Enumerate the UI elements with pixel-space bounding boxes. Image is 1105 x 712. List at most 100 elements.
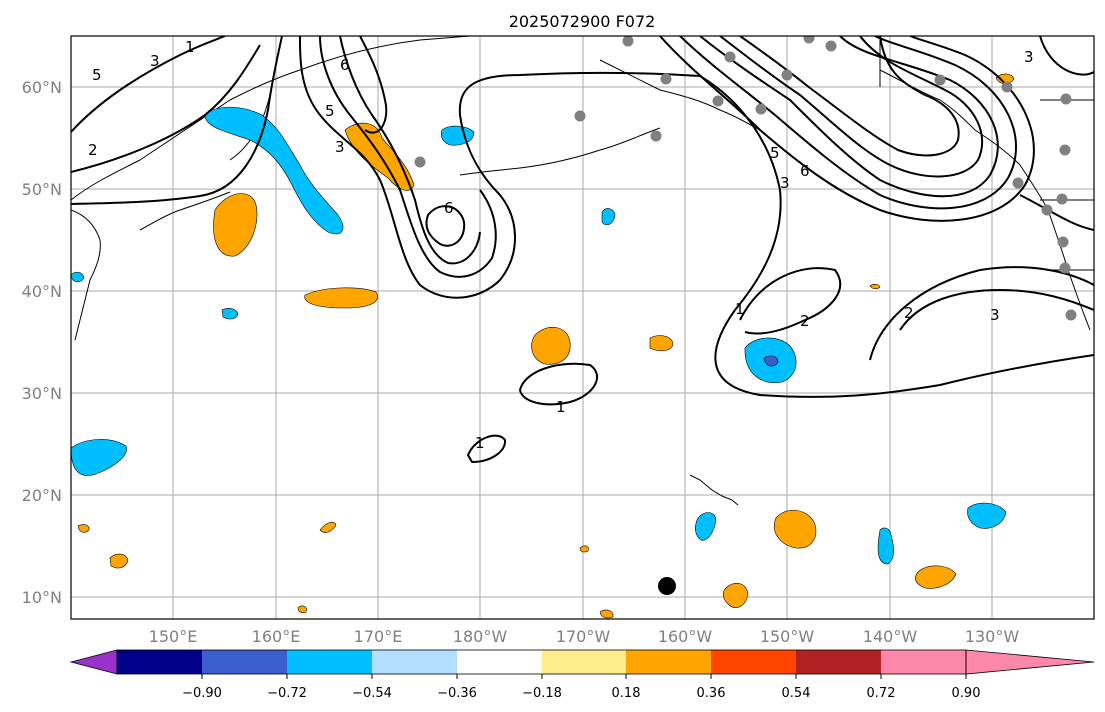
lon-label: 160°W [658,627,713,646]
contour-label: 3 [990,306,1000,324]
anomaly-pos-8 [722,582,749,608]
coast-kuril [139,191,231,231]
station-marker [934,74,946,86]
contours [71,36,1094,464]
colorbar-segment [287,650,372,674]
lat-label: 40°N [22,282,62,301]
positive-anomalies [77,73,1015,619]
contour-line-20 [466,434,506,464]
colorbar-segment [711,650,796,674]
lon-label: 180°W [453,627,508,646]
colorbar-tick-labels: −0.90 −0.72 −0.54 −0.36 −0.18 0.18 0.36 … [182,686,980,701]
contour-label: 1 [556,398,566,416]
latitude-labels: 60°N 50°N 40°N 30°N 20°N 10°N [22,78,62,607]
contour-label: 5 [92,66,102,84]
station-marker [1041,204,1053,216]
contour-line-15 [739,267,842,335]
station-marker [650,130,662,142]
lat-label: 50°N [22,180,62,199]
anomaly-pos-4 [531,326,571,365]
anomaly-neg-9 [221,308,239,320]
station-marker [724,51,736,63]
contour-line-17 [899,288,1094,331]
coast-hawaii [689,474,739,506]
anomaly-pos-12 [297,605,307,614]
station-marker [414,156,426,168]
contour-line-18 [1039,36,1094,76]
map-panel: 5 3 1 2 6 5 3 6 5 3 6 1 2 2 3 1 1 6 3 [70,35,1095,620]
contour-label: 6 [340,56,350,74]
lon-label: 170°W [556,627,611,646]
lon-label: 160°E [252,627,301,646]
anomaly-pos-5 [649,335,674,352]
colorbar-tick-label: −0.54 [352,686,392,701]
contour-label: 3 [335,138,345,156]
contour-label: 6 [800,162,810,180]
contour-line-2 [71,44,261,173]
colorbar-segment [117,650,202,674]
station-marker [712,95,724,107]
lat-label: 60°N [22,78,62,97]
colorbar-segment [457,650,542,674]
anomaly-pos-2 [213,193,258,257]
storm-center-marker [658,577,676,595]
colorbar-tick-label: 0.54 [782,686,811,701]
station-marker [825,40,837,52]
anomaly-pos-11 [319,521,337,533]
contour-line-5 [319,36,497,278]
contour-line-9 [699,36,999,198]
station-marker [622,36,634,47]
contour-label: 6 [444,199,454,217]
station-marker [1001,81,1013,93]
station-marker [1012,177,1024,189]
contour-line-14 [699,75,1094,398]
contour-line-21 [1019,194,1094,231]
contour-label: 3 [150,52,160,70]
colorbar-tick-label: −0.36 [437,686,477,701]
station-marker [1059,144,1071,156]
anomaly-strong-neg-1 [763,355,779,367]
contour-line-19 [518,362,599,406]
colorbar-segment [796,650,881,674]
contour-label: 2 [800,312,810,330]
colorbar-tick-label: 0.18 [612,686,641,701]
anomaly-neg-6 [695,512,717,541]
lon-label: 150°E [149,627,198,646]
contour-line-1 [71,36,226,133]
contour-label: 2 [904,304,914,322]
colorbar-segment [202,650,287,674]
anomaly-neg-10 [71,271,85,283]
station-marker [781,69,793,81]
station-marker [1059,262,1071,274]
contour-line-6 [339,36,481,265]
colorbar-tick-label: 0.72 [867,686,896,701]
coast-asia-north [71,36,471,201]
colorbar-segment [626,650,711,674]
anomaly-pos-16 [869,283,881,290]
lat-label: 20°N [22,486,62,505]
colorbar-extend-high [965,649,1095,675]
contour-line-7 [359,36,388,134]
anomaly-pos-14 [579,545,589,553]
anomaly-pos-3 [304,287,378,309]
anomaly-pos-15 [995,73,1015,85]
contour-label: 3 [780,174,790,192]
anomaly-neg-3 [601,208,616,226]
colorbar-segment [372,650,457,674]
contour-line-13 [739,36,960,157]
contour-line-12 [719,36,984,178]
contour-label: 1 [185,38,195,56]
lon-label: 140°W [863,627,918,646]
contour-label: 2 [88,141,98,159]
lon-label: 130°W [965,627,1020,646]
colorbar-tick-label: 0.36 [697,686,726,701]
colorbar-extend-low [69,649,118,675]
contour-label: 5 [770,144,780,162]
station-marker [1057,236,1069,248]
contour-labels: 5 3 1 2 6 5 3 6 5 3 6 1 2 2 3 1 1 6 3 [88,36,1062,452]
lat-label: 30°N [22,384,62,403]
colorbar-segment [881,650,966,674]
station-marker [660,73,672,85]
station-marker [1056,193,1068,205]
anomaly-pos-10 [77,524,90,533]
